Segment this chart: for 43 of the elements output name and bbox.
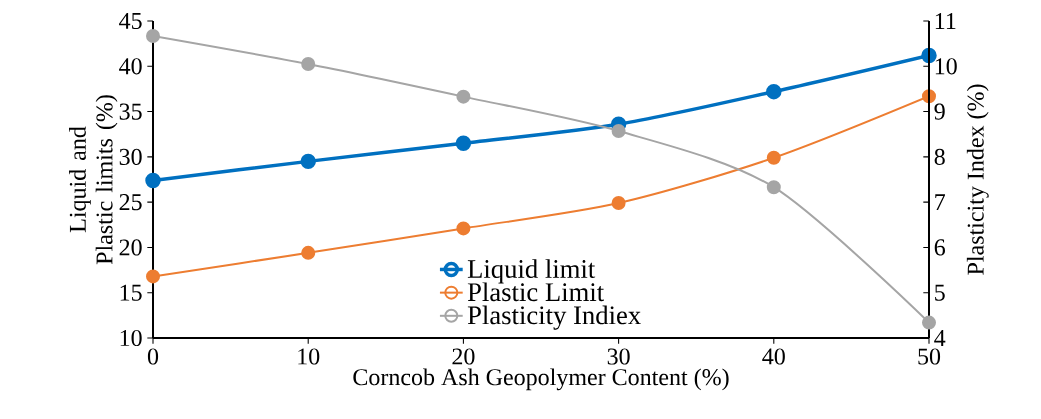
y-tick-label: 20	[119, 239, 142, 256]
y2-tick-label: 5	[935, 284, 945, 301]
x-tick-label: 40	[762, 348, 785, 365]
y-tick-label: 15	[120, 284, 142, 301]
y2-tick-label: 11	[935, 13, 956, 29]
legend-label: Plastic Limit	[467, 282, 604, 302]
point	[455, 135, 472, 152]
point	[301, 57, 316, 72]
y-tick-label: 25	[119, 194, 142, 211]
point	[145, 172, 161, 189]
point	[301, 245, 316, 260]
point	[146, 269, 161, 284]
y-tick-label: 10	[120, 329, 142, 347]
legend-label: Liquid limit	[467, 259, 596, 284]
y2-tick-label: 4	[934, 330, 946, 346]
y-tick-label: 35	[119, 103, 142, 120]
x-tick-label: 50	[918, 348, 941, 365]
y2-tick-label: 10	[935, 58, 957, 75]
y2-axis-title: Plasticity Index (%)	[966, 84, 989, 275]
x-tick-label: 10	[298, 348, 320, 365]
point	[300, 153, 316, 170]
y2-tick-label: 9	[934, 103, 945, 120]
point	[766, 83, 782, 100]
point	[146, 28, 161, 43]
point	[922, 315, 936, 330]
y2-tick-label: 6	[934, 239, 945, 256]
point	[456, 221, 471, 236]
point	[766, 180, 781, 195]
y-tick-label: 30	[119, 148, 142, 165]
point	[611, 196, 626, 211]
point	[456, 89, 471, 104]
x-axis-title: Corncob Ash Geopolymer Content (%)	[353, 368, 729, 391]
y2-tick-label: 7	[935, 194, 946, 211]
point	[611, 124, 626, 139]
legend-label: Plasticity Indiex	[467, 305, 641, 330]
y-tick-label: 45	[119, 12, 142, 30]
y-tick-label: 40	[119, 58, 142, 75]
x-tick-label: 30	[607, 348, 630, 365]
point	[766, 150, 781, 165]
x-tick-label: 0	[147, 348, 159, 365]
y2-tick-label: 8	[934, 148, 945, 165]
y-axis-title: Liquid and Plastic limits (%)	[69, 95, 118, 265]
x-tick-label: 20	[452, 348, 475, 365]
